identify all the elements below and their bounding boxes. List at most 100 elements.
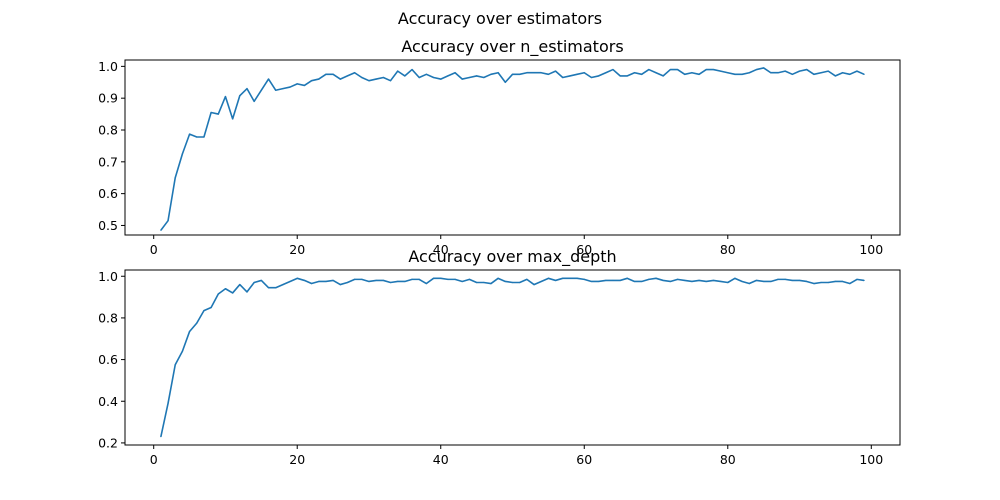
y-axis-n-estimators: 0.5 0.6 0.7 0.8 0.9 1.0 bbox=[98, 59, 125, 233]
data-point-n-estimators bbox=[676, 68, 679, 71]
data-point-n-estimators bbox=[167, 220, 169, 222]
data-point-n-estimators bbox=[791, 73, 793, 75]
data-point-max-depth bbox=[863, 279, 865, 282]
data-point-n-estimators bbox=[296, 83, 298, 85]
data-point-max-depth bbox=[720, 280, 722, 283]
data-point-n-estimators bbox=[691, 72, 693, 74]
data-point-n-estimators bbox=[605, 72, 607, 74]
data-point-max-depth bbox=[612, 279, 614, 282]
data-point-n-estimators bbox=[339, 78, 341, 80]
data-point-n-estimators bbox=[346, 75, 349, 77]
plot-frame-max-depth bbox=[124, 269, 901, 446]
data-point-max-depth bbox=[770, 280, 772, 283]
data-point-max-depth bbox=[267, 287, 270, 289]
data-point-max-depth bbox=[727, 281, 729, 284]
data-point-n-estimators bbox=[289, 86, 291, 88]
data-point-n-estimators bbox=[698, 73, 700, 75]
chart-title-n-estimators: Accuracy over n_estimators bbox=[401, 37, 623, 57]
data-point-n-estimators bbox=[612, 68, 614, 71]
data-point-n-estimators bbox=[720, 70, 722, 72]
data-point-n-estimators bbox=[712, 68, 715, 71]
data-point-n-estimators bbox=[526, 72, 528, 74]
data-point-max-depth bbox=[346, 281, 349, 284]
data-point-n-estimators bbox=[583, 72, 585, 74]
data-point-n-estimators bbox=[203, 136, 205, 138]
data-point-max-depth bbox=[217, 293, 219, 295]
data-point-n-estimators bbox=[576, 73, 578, 75]
data-point-max-depth bbox=[734, 277, 736, 279]
y-axis-max-depth: 0.2 0.4 0.6 0.8 1.0 bbox=[98, 269, 125, 450]
data-point-n-estimators bbox=[397, 70, 399, 72]
data-point-n-estimators bbox=[483, 76, 485, 79]
data-point-max-depth bbox=[239, 283, 241, 286]
data-point-max-depth bbox=[232, 292, 234, 294]
data-point-max-depth bbox=[547, 277, 549, 279]
data-point-max-depth bbox=[282, 283, 284, 286]
data-point-n-estimators bbox=[303, 84, 305, 87]
data-point-max-depth bbox=[203, 310, 205, 312]
data-point-n-estimators bbox=[763, 67, 765, 69]
y-tick-label: 0.6 bbox=[98, 352, 118, 367]
data-point-max-depth bbox=[511, 281, 514, 284]
data-point-max-depth bbox=[253, 281, 255, 284]
data-point-n-estimators bbox=[246, 88, 248, 90]
data-point-max-depth bbox=[748, 282, 750, 285]
data-point-n-estimators bbox=[210, 111, 212, 114]
x-tick-label: 40 bbox=[433, 452, 449, 467]
data-point-max-depth bbox=[554, 279, 557, 282]
data-point-n-estimators bbox=[662, 75, 664, 77]
data-point-n-estimators bbox=[562, 76, 564, 79]
data-point-max-depth bbox=[662, 279, 664, 282]
data-point-n-estimators bbox=[418, 76, 420, 79]
data-point-n-estimators bbox=[318, 78, 320, 80]
data-point-n-estimators bbox=[626, 75, 628, 77]
data-point-max-depth bbox=[540, 280, 542, 283]
data-point-max-depth bbox=[174, 364, 176, 366]
data-point-max-depth bbox=[820, 281, 822, 284]
data-point-n-estimators bbox=[411, 68, 413, 71]
data-point-max-depth bbox=[339, 283, 341, 286]
data-point-max-depth bbox=[354, 278, 356, 280]
data-point-max-depth bbox=[698, 279, 700, 282]
data-point-n-estimators bbox=[863, 73, 865, 75]
data-point-max-depth bbox=[712, 279, 715, 282]
data-point-max-depth bbox=[397, 280, 399, 283]
data-point-n-estimators bbox=[511, 73, 514, 75]
data-point-n-estimators bbox=[461, 78, 463, 80]
data-point-n-estimators bbox=[770, 72, 772, 74]
data-point-n-estimators bbox=[755, 68, 758, 71]
data-point-max-depth bbox=[483, 281, 485, 284]
data-point-max-depth bbox=[389, 281, 392, 284]
data-point-n-estimators bbox=[669, 68, 671, 71]
data-point-max-depth bbox=[432, 277, 435, 279]
data-point-n-estimators bbox=[160, 229, 162, 231]
data-point-n-estimators bbox=[476, 75, 478, 77]
data-point-max-depth bbox=[827, 281, 829, 284]
data-point-n-estimators bbox=[641, 73, 643, 75]
data-point-n-estimators bbox=[440, 78, 442, 80]
data-point-n-estimators bbox=[841, 72, 844, 74]
data-point-max-depth bbox=[289, 280, 291, 283]
data-point-max-depth bbox=[569, 277, 571, 279]
data-point-max-depth bbox=[605, 279, 607, 282]
data-point-n-estimators bbox=[798, 70, 801, 72]
data-point-n-estimators bbox=[554, 70, 557, 72]
data-point-max-depth bbox=[791, 279, 793, 282]
data-point-n-estimators bbox=[432, 76, 435, 79]
data-point-max-depth bbox=[641, 280, 643, 283]
data-point-n-estimators bbox=[741, 73, 743, 75]
data-point-max-depth bbox=[440, 277, 442, 279]
x-axis-max-depth: 0 20 40 60 80 100 bbox=[150, 445, 883, 467]
data-point-max-depth bbox=[497, 277, 499, 279]
x-tick-label: 0 bbox=[150, 242, 158, 257]
y-tick-label: 0.7 bbox=[98, 154, 118, 169]
data-point-n-estimators bbox=[849, 73, 851, 75]
data-point-n-estimators bbox=[806, 68, 808, 71]
data-point-n-estimators bbox=[734, 73, 736, 75]
data-point-n-estimators bbox=[619, 75, 621, 77]
data-point-n-estimators bbox=[590, 76, 593, 79]
data-point-n-estimators bbox=[519, 73, 521, 75]
data-point-max-depth bbox=[296, 277, 298, 279]
data-point-max-depth bbox=[676, 278, 679, 280]
